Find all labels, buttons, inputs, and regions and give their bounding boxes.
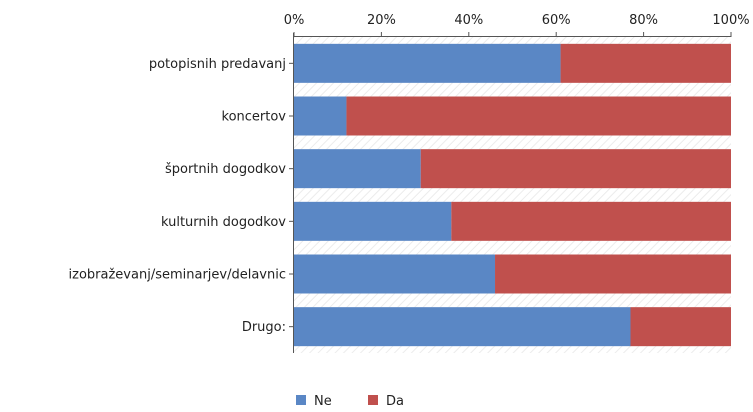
legend-label-da: Da: [386, 394, 404, 409]
bar-da-2: [420, 149, 731, 189]
category-label: potopisnih predavanj: [149, 57, 286, 72]
legend: Ne Da: [296, 394, 404, 409]
category-label: Drugo:: [242, 320, 286, 335]
bar-da-3: [451, 201, 731, 241]
bar-da-1: [346, 96, 731, 136]
category-label: izobraževanj/seminarjev/delavnic: [69, 268, 286, 283]
bar-da-5: [630, 307, 731, 347]
x-tick-label: 60%: [542, 13, 571, 28]
category-label: kulturnih dogodkov: [161, 215, 286, 230]
legend-swatch-ne: [296, 395, 306, 405]
x-tick-label: 40%: [454, 13, 483, 28]
bar-ne-1: [294, 96, 347, 136]
bars: [294, 43, 731, 347]
x-tick-label: 20%: [367, 13, 396, 28]
x-tick-label: 80%: [629, 13, 658, 28]
plot-area: [294, 37, 731, 353]
bar-ne-0: [294, 43, 561, 83]
bar-ne-3: [294, 201, 452, 241]
x-tick-label: 0%: [284, 13, 305, 28]
category-label: koncertov: [222, 110, 287, 125]
bar-ne-2: [294, 149, 421, 189]
legend-label-ne: Ne: [314, 394, 332, 409]
bar-ne-5: [294, 307, 631, 347]
legend-swatch-da: [368, 395, 378, 405]
bar-ne-4: [294, 254, 496, 294]
bar-da-4: [495, 254, 731, 294]
plot-background: [294, 37, 731, 353]
category-label: športnih dogodkov: [165, 162, 286, 177]
category-labels: potopisnih predavanj koncertov športnih d…: [69, 57, 287, 335]
x-tick-label: 100%: [712, 13, 749, 28]
axes: 0% 20% 40% 60% 80% 100%: [284, 13, 750, 353]
bar-da-0: [560, 43, 731, 83]
